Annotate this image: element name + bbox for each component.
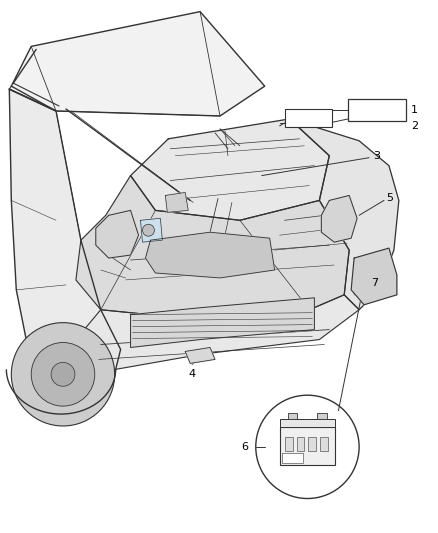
Bar [318,413,327,419]
Bar [320,437,328,451]
Circle shape [142,224,155,236]
Text: 5: 5 [386,193,393,204]
Polygon shape [290,119,399,310]
Bar [282,453,304,463]
Polygon shape [9,89,120,379]
Polygon shape [141,219,162,242]
Polygon shape [145,232,275,278]
Bar [285,437,293,451]
Polygon shape [185,348,215,364]
Polygon shape [165,192,188,212]
Bar [285,109,332,127]
Polygon shape [321,196,357,242]
Bar [279,419,335,427]
Bar [288,413,297,419]
Text: 2: 2 [411,121,418,131]
Circle shape [11,322,115,426]
Circle shape [51,362,75,386]
Bar [279,427,335,465]
Polygon shape [131,119,329,220]
Polygon shape [351,248,397,305]
Polygon shape [76,175,349,320]
Polygon shape [131,298,314,348]
Polygon shape [71,295,359,379]
Bar [348,99,406,121]
Text: 6: 6 [241,442,248,452]
Polygon shape [11,12,265,116]
Text: 7: 7 [371,278,378,288]
Polygon shape [96,211,138,258]
Circle shape [31,343,95,406]
Text: 3: 3 [373,151,380,161]
Bar [308,437,316,451]
Text: 4: 4 [188,369,195,379]
Text: 1: 1 [411,105,418,115]
Bar [297,437,304,451]
